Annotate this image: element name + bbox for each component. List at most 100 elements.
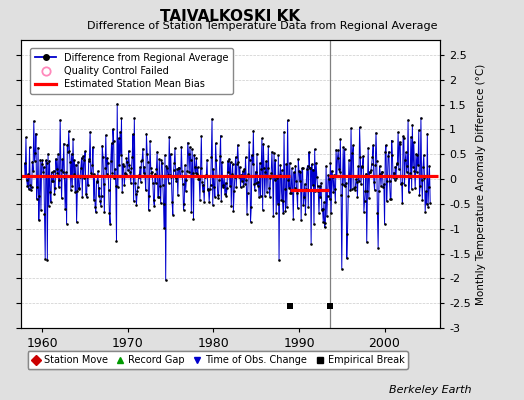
Point xyxy=(107,140,116,146)
Point xyxy=(380,181,388,187)
Point xyxy=(191,164,199,170)
Point xyxy=(329,174,337,180)
Point xyxy=(311,146,319,152)
Point xyxy=(256,160,264,166)
Point xyxy=(335,166,343,173)
Point xyxy=(155,194,163,200)
Point xyxy=(229,208,237,214)
Point xyxy=(100,181,108,188)
Point xyxy=(348,150,357,157)
Point xyxy=(390,170,398,176)
Point xyxy=(81,148,89,155)
Point xyxy=(226,183,234,190)
Point xyxy=(64,128,73,134)
Point xyxy=(344,192,352,199)
Point xyxy=(56,117,64,123)
Point xyxy=(222,193,231,199)
Point xyxy=(248,161,257,168)
Point xyxy=(111,166,119,172)
Point xyxy=(139,170,148,176)
Point xyxy=(260,164,268,171)
Point xyxy=(354,163,363,170)
Point xyxy=(314,188,322,194)
Point xyxy=(97,193,106,199)
Point xyxy=(254,179,263,185)
Point xyxy=(208,116,216,122)
Point xyxy=(268,173,277,180)
Point xyxy=(177,143,185,150)
Point xyxy=(163,164,171,171)
Point xyxy=(105,210,114,216)
Point xyxy=(33,184,41,190)
Point xyxy=(416,183,424,189)
Point xyxy=(305,149,313,155)
Point xyxy=(290,169,298,176)
Point xyxy=(155,156,163,162)
Point xyxy=(278,198,287,204)
Point xyxy=(329,189,337,196)
Point xyxy=(169,212,177,218)
Point xyxy=(198,179,206,185)
Point xyxy=(220,172,228,179)
Point xyxy=(149,197,158,204)
Point xyxy=(126,169,134,175)
Point xyxy=(325,196,334,202)
Point xyxy=(104,187,113,193)
Point xyxy=(327,210,335,217)
Point xyxy=(249,128,258,134)
Point xyxy=(174,164,183,171)
Point xyxy=(313,183,322,189)
Point xyxy=(246,218,255,225)
Point xyxy=(54,151,62,158)
Point xyxy=(153,148,161,155)
Point xyxy=(401,157,409,163)
Point xyxy=(389,174,397,181)
Point xyxy=(25,186,33,192)
Legend: Station Move, Record Gap, Time of Obs. Change, Empirical Break: Station Move, Record Gap, Time of Obs. C… xyxy=(28,352,408,369)
Point xyxy=(376,171,385,177)
Point xyxy=(395,139,403,145)
Point xyxy=(154,194,162,200)
Point xyxy=(48,178,57,184)
Point xyxy=(245,139,253,145)
Point xyxy=(347,125,355,132)
Point xyxy=(37,160,46,167)
Point xyxy=(271,157,280,163)
Point xyxy=(129,198,138,204)
Point xyxy=(123,159,132,165)
Point xyxy=(167,174,176,180)
Point xyxy=(256,193,265,199)
Point xyxy=(224,158,232,164)
Point xyxy=(337,192,345,198)
Point xyxy=(158,160,166,166)
Point xyxy=(90,197,98,203)
Point xyxy=(242,177,250,183)
Point xyxy=(169,167,178,174)
Point xyxy=(129,131,137,138)
Point xyxy=(280,129,288,135)
Point xyxy=(213,173,221,180)
Point xyxy=(234,142,242,148)
Point xyxy=(61,206,69,212)
Point xyxy=(274,152,282,159)
Point xyxy=(178,168,186,175)
Point xyxy=(156,183,164,189)
Point xyxy=(424,204,432,210)
Point xyxy=(257,166,266,172)
Point xyxy=(426,199,434,206)
Point xyxy=(424,184,433,190)
Point xyxy=(94,193,103,199)
Point xyxy=(163,172,172,178)
Point xyxy=(196,197,204,203)
Point xyxy=(281,208,290,214)
Point xyxy=(22,134,30,141)
Point xyxy=(235,174,243,180)
Point xyxy=(59,169,67,175)
Point xyxy=(367,160,376,167)
Point xyxy=(141,187,150,194)
Point xyxy=(92,209,100,215)
Point xyxy=(196,165,205,171)
Point xyxy=(200,198,209,205)
Point xyxy=(68,151,76,157)
Point xyxy=(420,152,428,158)
